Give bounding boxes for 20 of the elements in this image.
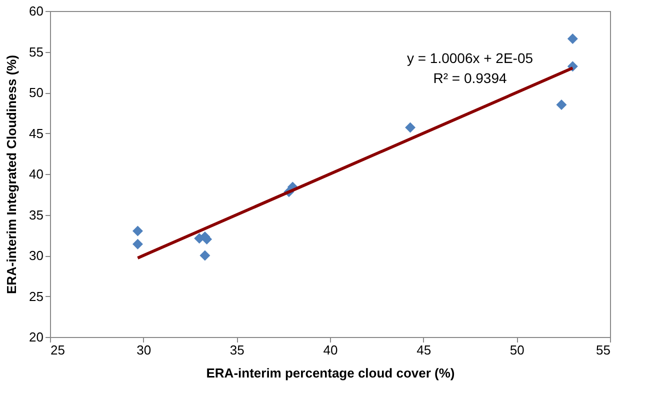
y-tick-label: 60 <box>29 4 44 18</box>
y-tick-label: 35 <box>29 207 44 222</box>
x-axis-title: ERA-interim percentage cloud cover (%) <box>206 366 455 380</box>
x-tick-label: 50 <box>510 342 524 358</box>
y-tick-label: 50 <box>29 85 44 100</box>
x-tick-label: 35 <box>230 342 244 358</box>
annotation: y = 1.0006x + 2E-05 <box>406 50 534 66</box>
x-tick-label: 25 <box>50 342 65 358</box>
y-tick-label: 25 <box>29 288 44 304</box>
y-tick-label: 45 <box>29 126 44 141</box>
y-tick-label: 20 <box>29 330 44 344</box>
x-tick-label: 45 <box>416 342 432 358</box>
y-tick-label: 55 <box>29 44 44 60</box>
annotation: R² = 0.9394 <box>433 70 507 86</box>
y-tick-label: 30 <box>29 248 44 263</box>
y-axis-title: ERA-interim Integrated Cloudiness (%) <box>4 54 20 294</box>
y-tick-label: 40 <box>29 166 44 182</box>
x-tick-label: 55 <box>596 342 610 358</box>
x-tick-label: 40 <box>323 342 338 358</box>
x-tick-label: 30 <box>136 342 152 358</box>
